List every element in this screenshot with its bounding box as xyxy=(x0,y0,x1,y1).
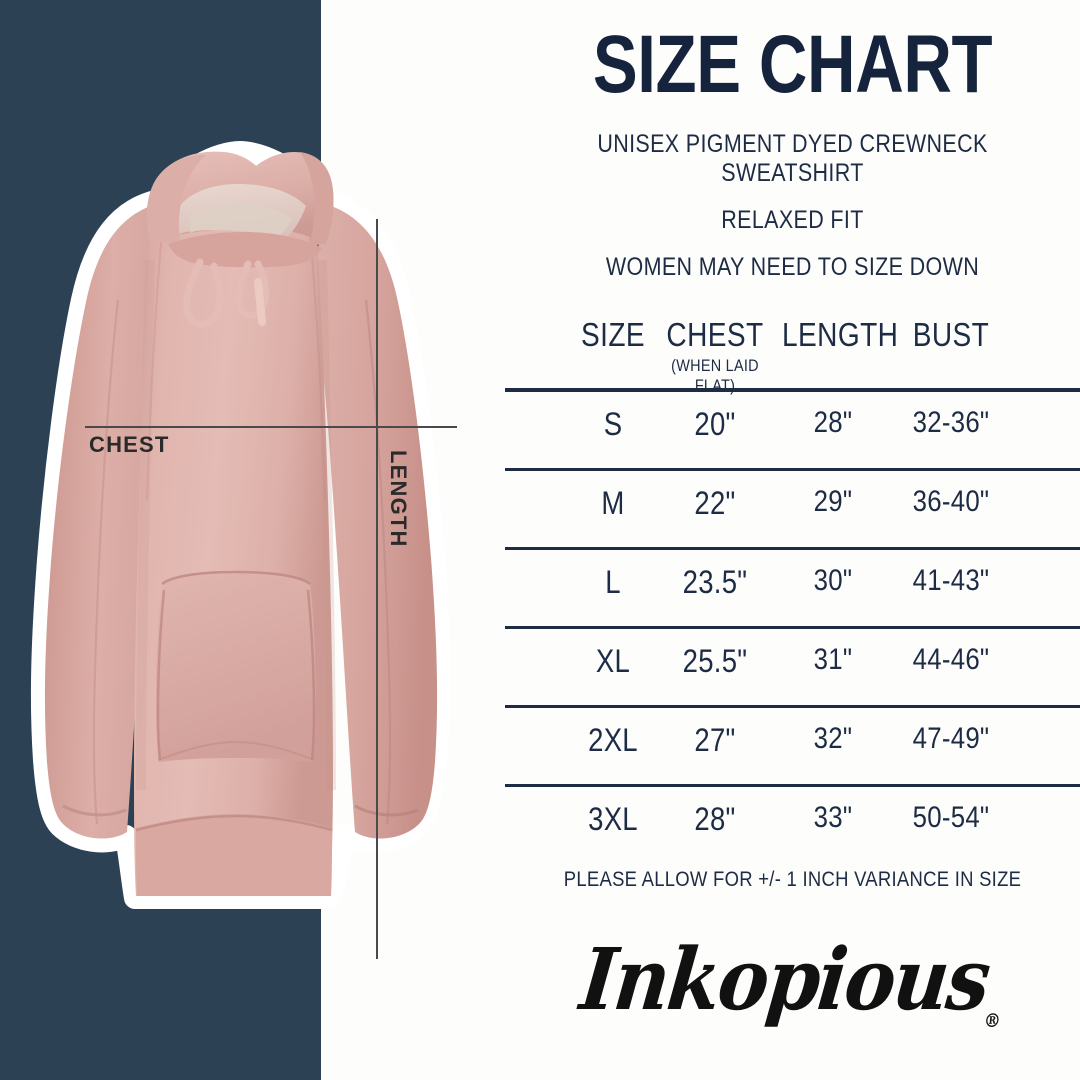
cell-length: 31" xyxy=(813,643,853,676)
kangaroo-pocket xyxy=(156,572,316,762)
sizing-advice: WOMEN MAY NEED TO SIZE DOWN xyxy=(605,252,980,281)
cell-chest: 25.5" xyxy=(682,643,748,679)
length-measurement-line xyxy=(376,219,378,959)
drawstring-right xyxy=(234,260,269,319)
cell-length: 28" xyxy=(813,406,853,439)
pocket-right-seam xyxy=(306,589,316,761)
cell-length: 33" xyxy=(813,801,853,834)
cell-size: S xyxy=(603,406,623,442)
cell-size: L xyxy=(605,564,621,600)
hood-left-roll xyxy=(146,154,206,244)
info-column: SIZE CHART UNISEX PIGMENT DYED CREWNECK … xyxy=(505,0,1080,1080)
right-cuff xyxy=(354,804,419,817)
cell-size: 2XL xyxy=(588,722,638,758)
right-sleeve xyxy=(314,203,438,839)
cell-size: 3XL xyxy=(588,801,638,837)
drawstring-aglet xyxy=(254,278,266,326)
registered-trademark-icon: ® xyxy=(982,1010,1002,1033)
column-header-bust: BUST xyxy=(912,316,990,353)
cell-length: 32" xyxy=(813,722,853,755)
fit-description: RELAXED FIT xyxy=(721,205,864,234)
table-row: 3XL 28" 33" 50-54" xyxy=(505,787,1080,863)
cell-size: XL xyxy=(595,643,631,679)
hood-inner-texture xyxy=(190,202,292,238)
cell-chest: 20" xyxy=(694,406,736,442)
cell-bust: 36-40" xyxy=(912,485,990,518)
table-body: S 20" 28" 32-36" M 22" 29" 36-40" L 23.5… xyxy=(505,388,1080,863)
cell-size: M xyxy=(601,485,625,521)
cell-bust: 32-36" xyxy=(912,406,990,439)
brand-logo: Inkopious® xyxy=(505,916,1080,1046)
left-sleeve-seam xyxy=(92,299,120,825)
right-armhole-seam xyxy=(309,231,326,501)
hooded-sweatshirt-illustration xyxy=(30,141,451,909)
cell-length: 30" xyxy=(813,564,853,597)
table-row: XL 25.5" 31" 44-46" xyxy=(505,629,1080,705)
body-shadow-right xyxy=(317,259,336,791)
table-row: 2XL 27" 32" 47-49" xyxy=(505,708,1080,784)
pocket-left-seam xyxy=(156,589,166,761)
drawstring-left xyxy=(183,258,224,328)
size-table: SIZE CHEST LENGTH BUST (WHEN LAID FLAT) … xyxy=(505,316,1080,863)
table-divider xyxy=(505,547,1080,550)
table-divider xyxy=(505,468,1080,471)
brand-name-text: Inkopious xyxy=(575,929,993,1030)
left-sleeve xyxy=(44,203,169,839)
cell-length: 29" xyxy=(813,485,853,518)
garment-photo: CHEST LENGTH xyxy=(0,0,510,1080)
table-row: L 23.5" 30" 41-43" xyxy=(505,550,1080,626)
table-divider xyxy=(505,388,1080,392)
cell-bust: 50-54" xyxy=(912,801,990,834)
column-header-chest: CHEST xyxy=(666,316,764,353)
table-header-row: SIZE CHEST LENGTH BUST (WHEN LAID FLAT) xyxy=(505,316,1080,395)
left-armhole-seam xyxy=(146,231,163,501)
cell-bust: 41-43" xyxy=(912,564,990,597)
table-row: S 20" 28" 32-36" xyxy=(505,392,1080,468)
left-cuff xyxy=(62,804,127,817)
neck-band xyxy=(168,232,322,268)
table-divider xyxy=(505,626,1080,629)
cell-chest: 23.5" xyxy=(682,564,748,600)
pocket-top-seam xyxy=(161,570,311,586)
variance-footnote: PLEASE ALLOW FOR +/- 1 INCH VARIANCE IN … xyxy=(563,868,1022,891)
length-guide-label: LENGTH xyxy=(386,450,411,548)
column-header-size: SIZE xyxy=(580,316,646,353)
brand-name-wordmark: Inkopious® xyxy=(575,929,1010,1032)
hood-right-roll xyxy=(300,152,334,246)
table-divider xyxy=(505,705,1080,708)
right-sleeve-seam xyxy=(364,299,392,825)
cell-chest: 27" xyxy=(694,722,736,758)
cell-chest: 28" xyxy=(694,801,736,837)
chest-guide-label: CHEST xyxy=(89,432,170,457)
chest-measurement-line xyxy=(85,426,457,428)
product-description: UNISEX PIGMENT DYED CREWNECK SWEATSHIRT xyxy=(597,129,988,187)
bottom-hem-band xyxy=(136,814,332,896)
body-shadow-left xyxy=(136,259,155,791)
garment-white-outline xyxy=(30,141,451,909)
cell-chest: 22" xyxy=(694,485,736,521)
cell-bust: 44-46" xyxy=(912,643,990,676)
table-divider xyxy=(505,784,1080,787)
sweatshirt-body xyxy=(134,218,333,896)
hem-seam xyxy=(135,814,333,832)
pocket-bottom-shadow xyxy=(157,740,315,761)
column-header-length: LENGTH xyxy=(782,316,899,353)
table-row: M 22" 29" 36-40" xyxy=(505,471,1080,547)
cell-bust: 47-49" xyxy=(912,722,990,755)
page-title: SIZE CHART xyxy=(592,19,993,110)
